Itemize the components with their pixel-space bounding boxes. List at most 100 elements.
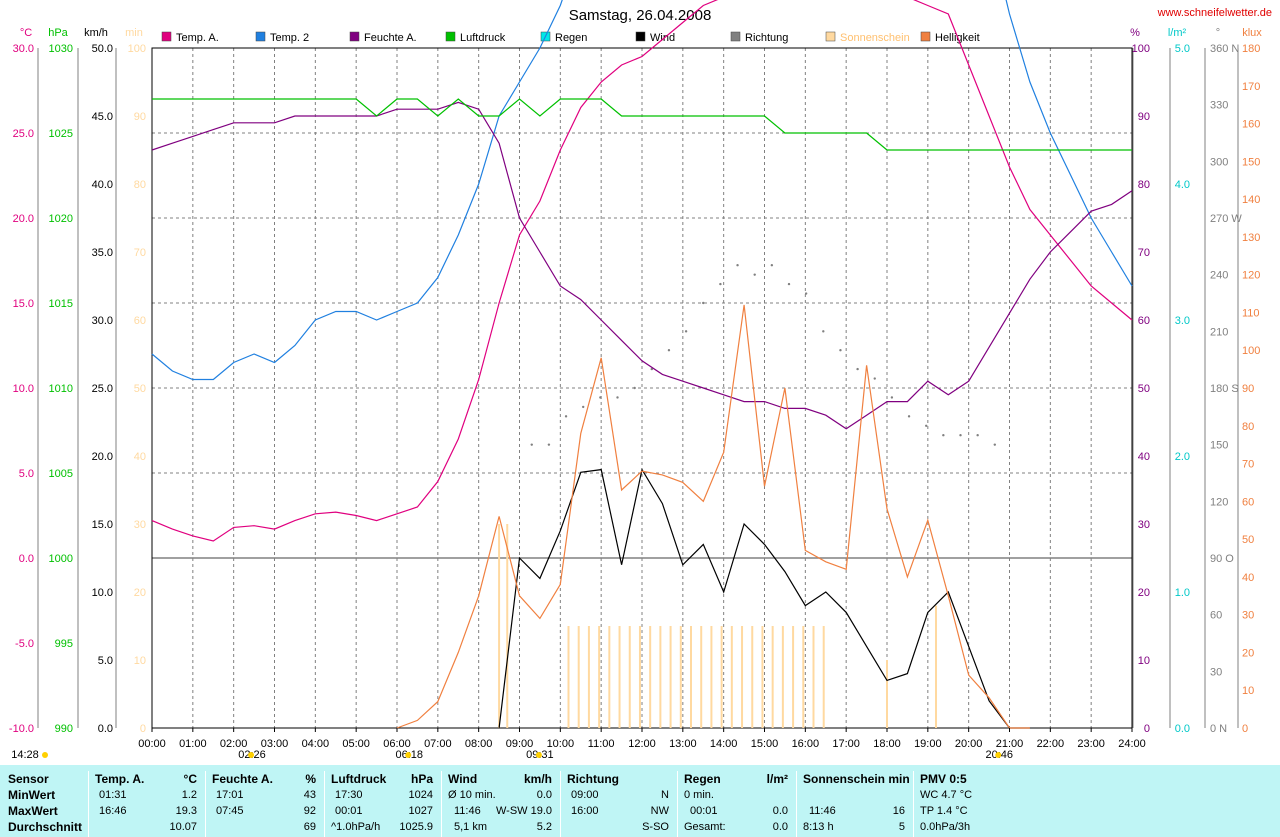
sun-icon [248,752,255,758]
series-line [498,467,1030,729]
axis-unit: hPa [48,27,68,39]
direction-dot [667,349,671,352]
x-tick-label: 17:00 [832,738,860,750]
axis-tick-label: 100 [1242,345,1260,357]
site-link[interactable]: www.schneifelwetter.de [1157,7,1272,19]
x-tick-label: 02:00 [220,738,248,750]
sun-time-label: 14:28 [11,749,39,761]
axis-tick-label: 25.0 [92,383,113,395]
axis-tick-label: 1.0 [1175,587,1190,599]
sun-icon [42,752,48,758]
stats-temp-min-time: 01:31 [99,789,127,801]
stats-feuchte-max-val: 92 [303,805,316,817]
axis-tick-label: 1000 [49,553,73,565]
stats-temp-min-val: 1.2 [181,789,197,801]
stats-temp-max-val: 19.3 [175,805,197,817]
stats-wind-max-time: 11:46 [454,805,481,817]
direction-dot [650,367,653,371]
stats-luftdruck-avg-val: 1025.9 [399,821,433,833]
axis-tick-label: 90 [134,111,146,123]
legend-swatch [730,31,741,42]
stats-sonne-title: Sonnenschein min [803,772,910,786]
direction-dot [684,330,688,333]
legend-label: Feuchte A. [364,32,417,44]
sun-icon [535,752,542,758]
x-tick-label: 23:00 [1077,738,1105,750]
stats-feuchte-min-time: 17:01 [216,789,244,801]
direction-dot [907,415,911,418]
x-tick-label: 11:00 [588,738,615,750]
x-tick-label: 09:00 [506,738,534,750]
axis-tick-label: 2.0 [1175,451,1190,463]
series-line [151,0,1133,381]
direction-dot [993,443,996,446]
stats-divider [560,771,561,837]
series-line [151,0,1133,542]
axis-tick-label: 25.0 [13,128,34,140]
axis-tick-label: 20.0 [92,451,113,463]
legend-swatch [349,31,360,42]
axis-tick-label: 50 [134,383,146,395]
direction-dot [942,434,945,437]
stats-richtung-max-time: 16:00 [571,805,599,817]
stats-feuchte-title: Feuchte A. [212,772,273,786]
axis-tick-label: 0.0 [19,553,34,565]
axis-tick-label: 0 [140,723,146,735]
x-tick-label: 08:00 [465,738,493,750]
stats-col-sensor: Sensor MinWert MaxWert Durchschnitt [0,765,88,837]
axis-tick-label: 80 [1138,179,1150,191]
axis-tick-label: 0.0 [1175,723,1190,735]
stats-regen-title: Regen [684,772,721,786]
axis-tick-label: 30 [134,519,146,531]
legend-label: Regen [555,32,587,44]
stats-feuchte-min-val: 43 [303,789,316,801]
axis-tick-label: 1030 [49,43,73,55]
stats-richtung-title: Richtung [567,772,619,786]
stats-divider [796,771,797,837]
stats-wind-unit: km/h [523,772,552,786]
x-tick-label: 04:00 [302,738,330,750]
axis-tick-label: 1010 [49,383,73,395]
axis-tick-label: 140 [1242,194,1260,206]
axis-tick-label: 150 [1242,156,1260,168]
axis-tick-label: 40 [134,451,146,463]
direction-dot [873,377,876,380]
stats-temp-title: Temp. A. [95,772,145,786]
direction-dot [719,282,722,286]
stats-wind-max-dir: W-SW [496,805,528,817]
direction-dot [582,405,585,409]
axis-tick-label: 30.0 [92,315,113,327]
legend-label: Wind [650,32,675,44]
x-tick-label: 06:00 [383,738,411,750]
axis-tick-label: 1025 [49,128,73,140]
sun-icon [405,752,412,758]
stats-col-richtung: Richtung 09:00 N 16:00 NW S-SO [561,765,677,837]
stats-regen-total-label: Gesamt: [684,821,726,833]
stats-col-wind: Wind km/h Ø 10 min. 0.0 11:46 W-SW 19.0 … [442,765,560,837]
stats-temp-max-time: 16:46 [99,805,127,817]
legend-swatch [161,31,172,42]
stats-wind-min-label: Ø 10 min. [448,789,496,801]
axis-tick-label: 70 [134,247,146,259]
axis-unit: ° [1216,27,1220,39]
stats-luftdruck-min-val: 1024 [408,789,433,801]
axis-tick-label: 0.0 [98,723,113,735]
axis-tick-label: 300 [1210,156,1228,168]
direction-dot [822,330,825,333]
axis-tick-label: 100 [1132,43,1150,55]
legend-label: Sonnenschein [840,32,910,44]
axis-tick-label: 240 [1210,270,1228,282]
direction-dot [547,443,551,446]
x-tick-label: 24:00 [1118,738,1146,750]
direction-dot [890,396,894,399]
x-tick-label: 15:00 [751,738,779,750]
stats-pmv-rain-rate: 0.0hPa/3h [920,821,971,833]
x-tick-label: 00:00 [138,738,166,750]
axis-tick-label: 60 [1210,610,1222,622]
stats-col-luftdruck: Luftdruck hPa 17:30 1024 00:01 1027 ^1.0… [325,765,441,837]
axis-tick-label: 90 O [1210,553,1234,565]
x-tick-label: 18:00 [873,738,901,750]
legend-label: Luftdruck [460,32,506,44]
series-line [152,98,1132,151]
axis-tick-label: 0 [1144,723,1150,735]
